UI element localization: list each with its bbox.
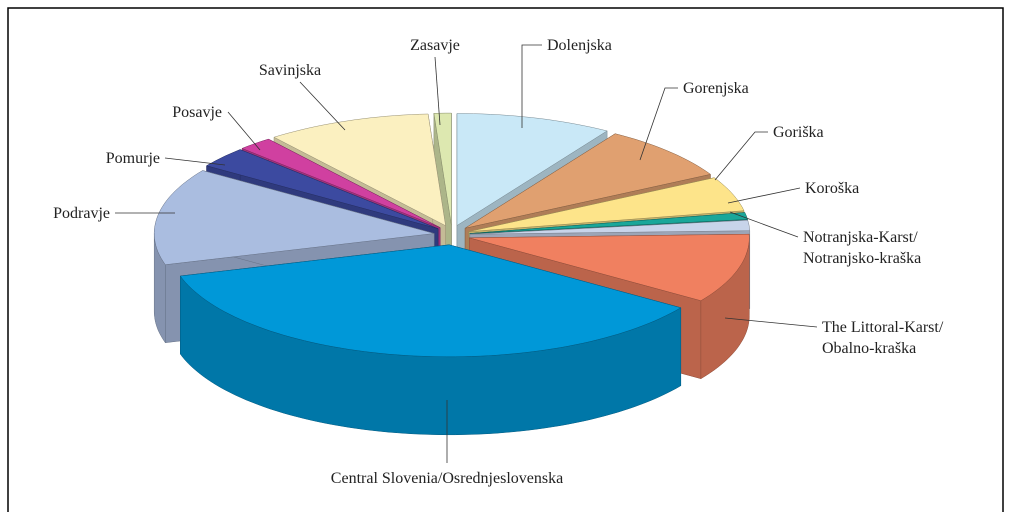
leader-line bbox=[727, 187, 801, 204]
slice-label: Gorenjska bbox=[683, 80, 749, 97]
slice-label: Dolenjska bbox=[547, 37, 612, 54]
leader-line bbox=[729, 211, 799, 238]
leader-line bbox=[434, 56, 441, 126]
slice bbox=[205, 149, 439, 229]
slice bbox=[468, 177, 745, 232]
slice bbox=[464, 133, 712, 229]
frame bbox=[7, 7, 1004, 512]
leader-line bbox=[714, 131, 768, 181]
slice-label: The Littoral-Karst/ Obalno-kraška bbox=[822, 319, 944, 357]
slice-label: Goriška bbox=[773, 124, 824, 141]
slice bbox=[179, 244, 682, 358]
leader-line bbox=[227, 111, 261, 151]
leader-line bbox=[299, 81, 346, 131]
slice bbox=[433, 112, 452, 226]
slice-label: Notranjska-Karst/ Notranjsko-kraška bbox=[803, 229, 922, 267]
slice-label: Podravje bbox=[53, 205, 110, 222]
leader-line bbox=[164, 157, 226, 166]
slice-label: Pomurje bbox=[105, 150, 160, 167]
slice bbox=[456, 113, 608, 226]
slice bbox=[273, 113, 446, 227]
leader-line bbox=[521, 44, 542, 128]
slice-label: Central Slovenia/Osrednjeslovenska bbox=[330, 470, 564, 487]
slice bbox=[153, 170, 435, 265]
slice bbox=[469, 212, 748, 234]
slice-label: Zasavje bbox=[410, 37, 460, 54]
slice-label: Savinjska bbox=[258, 62, 322, 79]
leader-line bbox=[639, 87, 678, 161]
slice bbox=[469, 233, 750, 301]
slice-label: Koroška bbox=[805, 180, 860, 197]
slice bbox=[469, 219, 751, 235]
slice-label: Posavje bbox=[172, 104, 222, 121]
leader-line bbox=[724, 317, 818, 328]
